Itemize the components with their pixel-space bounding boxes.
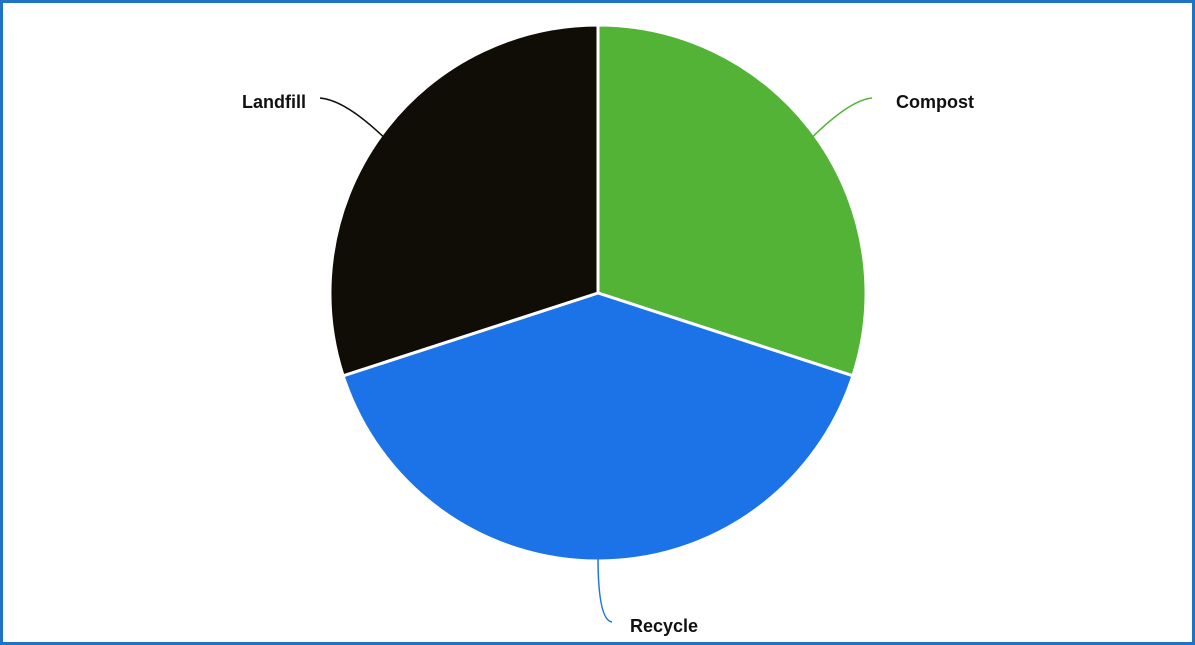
leader-line-compost: [811, 97, 873, 139]
leader-line-recycle: [597, 556, 613, 623]
slice-label-landfill: Landfill: [242, 92, 306, 112]
slice-label-recycle: Recycle: [630, 616, 698, 636]
leader-line-landfill: [319, 97, 385, 139]
slice-label-compost: Compost: [896, 92, 974, 112]
